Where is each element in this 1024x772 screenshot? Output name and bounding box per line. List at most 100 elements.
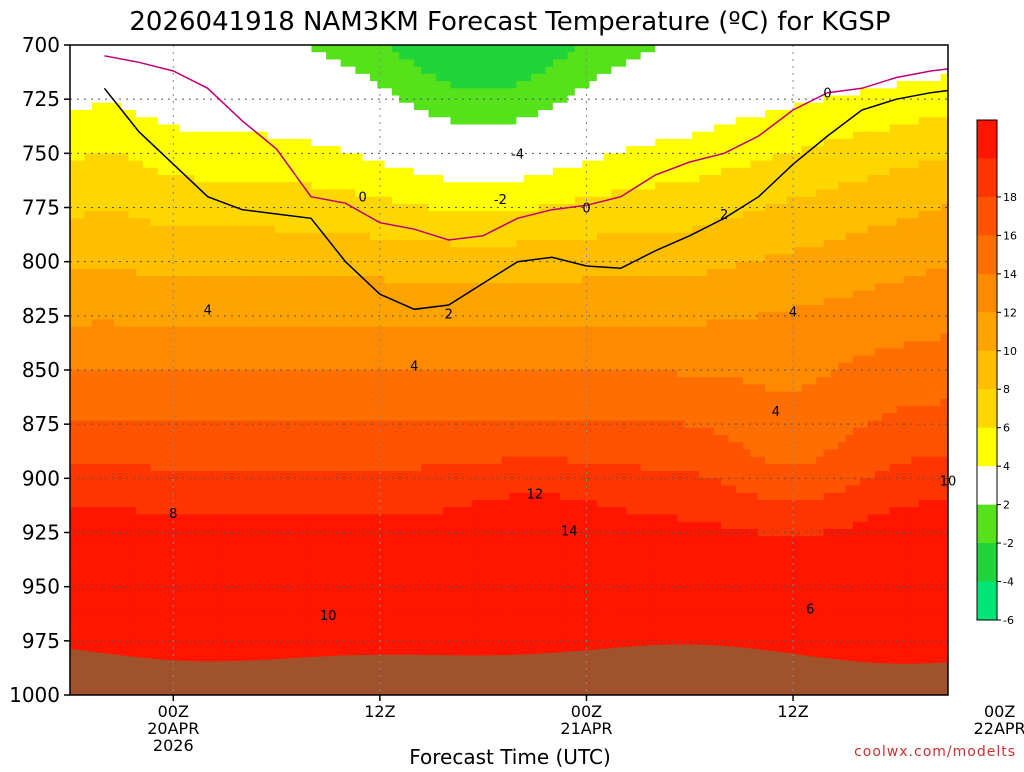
field-cell [362, 95, 371, 104]
field-cell [406, 276, 415, 284]
field-cell [260, 593, 269, 602]
field-cell [128, 565, 137, 573]
field-cell [391, 579, 400, 588]
field-cell [406, 601, 415, 609]
field-cell [304, 601, 313, 609]
field-cell [428, 167, 437, 176]
field-cell [106, 615, 115, 624]
field-cell [304, 81, 313, 89]
field-cell [260, 153, 269, 162]
field-cell [369, 254, 378, 263]
field-cell [113, 268, 122, 277]
field-cell [209, 413, 217, 422]
field-cell [106, 427, 115, 436]
field-cell [179, 276, 188, 284]
field-cell [457, 427, 466, 436]
field-cell [304, 88, 313, 97]
field-cell [282, 73, 291, 82]
field-cell [465, 550, 474, 559]
field-cell [428, 52, 437, 61]
field-cell [355, 543, 364, 552]
field-cell [172, 398, 181, 407]
field-cell [391, 182, 400, 191]
field-cell [333, 232, 342, 241]
field-cell [304, 550, 313, 559]
field-cell [311, 391, 320, 400]
field-cell [143, 175, 152, 183]
field-cell [165, 500, 174, 508]
field-cell [311, 66, 320, 75]
field-cell [77, 550, 86, 559]
field-cell [143, 442, 152, 451]
field-cell [450, 138, 459, 147]
field-cell [399, 240, 408, 248]
field-cell [143, 276, 152, 284]
field-cell [296, 608, 305, 617]
field-cell [157, 463, 166, 472]
field-cell [245, 420, 254, 429]
field-cell [99, 203, 108, 212]
field-cell [99, 355, 108, 364]
field-cell [435, 355, 444, 364]
field-cell [413, 572, 422, 581]
field-cell [223, 52, 232, 61]
field-cell [194, 52, 203, 61]
field-cell [399, 297, 408, 306]
field-cell [150, 153, 159, 162]
field-cell [143, 297, 152, 306]
field-cell [413, 608, 422, 617]
field-cell [304, 268, 313, 277]
field-cell [113, 593, 122, 602]
field-cell [348, 102, 356, 111]
field-cell [209, 297, 217, 306]
field-cell [289, 95, 298, 104]
field-cell [282, 413, 291, 422]
field-cell [245, 507, 254, 516]
field-cell [99, 362, 108, 371]
field-cell [260, 471, 269, 479]
field-cell [326, 276, 334, 284]
field-cell [99, 601, 108, 609]
field-cell [472, 45, 481, 53]
field-cell [135, 601, 144, 609]
field-cell [91, 370, 100, 378]
field-cell [472, 81, 481, 89]
field-cell [172, 153, 181, 162]
field-cell [377, 398, 386, 407]
field-cell [135, 637, 144, 646]
field-cell [399, 326, 408, 335]
field-cell [282, 167, 291, 176]
field-cell [238, 124, 247, 133]
field-cell [318, 240, 327, 248]
field-cell [194, 398, 203, 407]
field-cell [252, 370, 261, 378]
field-cell [289, 52, 298, 61]
field-cell [121, 593, 130, 602]
field-cell [282, 420, 291, 429]
field-cell [413, 124, 422, 133]
field-cell [135, 312, 144, 321]
field-cell [282, 283, 291, 292]
field-cell [348, 276, 356, 284]
field-cell [296, 528, 305, 537]
field-cell [150, 160, 159, 169]
field-cell [128, 189, 137, 198]
field-cell [194, 391, 203, 400]
field-cell [128, 283, 137, 292]
field-cell [267, 442, 276, 451]
field-cell [260, 615, 269, 624]
field-cell [340, 333, 349, 342]
field-cell [143, 211, 152, 219]
field-cell [296, 593, 305, 602]
field-cell [143, 593, 152, 602]
field-cell [128, 326, 137, 335]
field-cell [421, 182, 430, 191]
field-cell [340, 355, 349, 364]
field-cell [187, 398, 195, 407]
field-cell [391, 341, 400, 349]
field-cell [172, 355, 181, 364]
field-cell [113, 463, 122, 472]
field-cell [311, 615, 320, 624]
field-cell [91, 521, 100, 530]
field-cell [223, 615, 232, 624]
